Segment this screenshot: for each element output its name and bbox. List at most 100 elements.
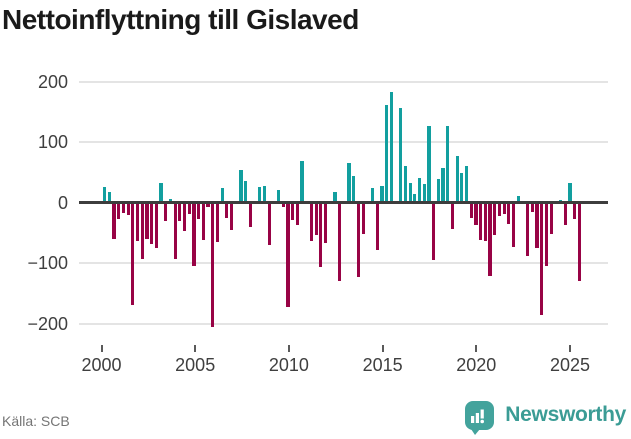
x-axis-tick-2015 xyxy=(381,345,384,352)
bar-2024Q4 xyxy=(568,183,572,203)
gridline-−200 xyxy=(79,322,608,325)
bar-2001Q4 xyxy=(135,202,140,241)
bar-2025Q2 xyxy=(577,202,581,282)
bar-2003Q2 xyxy=(164,202,168,221)
bar-2023Q3 xyxy=(544,202,549,267)
bar-2019Q3 xyxy=(469,202,473,218)
bar-2009Q2 xyxy=(276,190,281,203)
gridline-100 xyxy=(79,141,608,143)
bar-2004Q2 xyxy=(182,202,187,231)
x-axis-tick-2010 xyxy=(287,345,290,352)
bar-2001Q2 xyxy=(126,202,130,215)
bar-2007Q2 xyxy=(239,169,243,203)
bar-2011Q2 xyxy=(314,202,318,236)
bar-2022Q3 xyxy=(526,202,530,257)
bar-2001Q3 xyxy=(131,202,135,306)
bar-2016Q4 xyxy=(417,177,422,203)
y-axis-label-−200: −200 xyxy=(27,313,68,334)
bar-2007Q4 xyxy=(248,202,252,228)
bar-2003Q3 xyxy=(168,199,173,203)
x-axis-label-2020: 2020 xyxy=(456,355,497,375)
y-axis-label-100: 100 xyxy=(37,132,68,152)
bar-2009Q4 xyxy=(286,202,290,307)
bar-2017Q3 xyxy=(432,202,436,260)
bar-2023Q1 xyxy=(535,202,539,248)
bar-2004Q4 xyxy=(192,202,196,267)
x-axis-label-2025: 2025 xyxy=(549,355,591,375)
bar-2017Q4 xyxy=(436,178,440,203)
bar-2018Q1 xyxy=(441,168,445,203)
bar-2008Q4 xyxy=(267,202,271,246)
gridline-200 xyxy=(79,80,608,83)
bar-2025Q1 xyxy=(573,202,577,219)
bar-2011Q4 xyxy=(323,202,328,244)
bar-2011Q1 xyxy=(309,202,314,241)
x-axis-tick-2000 xyxy=(100,345,103,352)
bar-2022Q1 xyxy=(516,195,520,203)
bar-2000Q1 xyxy=(103,187,107,203)
y-axis-label-200: 200 xyxy=(37,71,68,92)
bar-2010Q3 xyxy=(300,161,304,203)
bar-2006Q1 xyxy=(215,202,220,242)
bar-2015Q4 xyxy=(399,107,403,203)
bar-2018Q3 xyxy=(450,202,455,229)
bar-2023Q4 xyxy=(549,202,553,234)
y-axis-label-0: 0 xyxy=(57,192,68,213)
bar-2017Q2 xyxy=(427,125,431,203)
x-axis-label-2010: 2010 xyxy=(268,355,309,375)
zero-axis-line xyxy=(79,201,608,204)
bar-2012Q3 xyxy=(338,202,342,281)
bar-2020Q1 xyxy=(479,202,483,240)
bar-2024Q3 xyxy=(563,202,567,225)
x-axis-label-2000: 2000 xyxy=(81,355,122,375)
bar-2004Q3 xyxy=(187,202,191,214)
bar-2014Q4 xyxy=(380,185,384,203)
bar-2004Q1 xyxy=(178,202,182,221)
bar-2019Q2 xyxy=(464,165,469,203)
bar-2003Q1 xyxy=(159,182,163,203)
bar-2020Q2 xyxy=(483,202,487,241)
bar-2003Q4 xyxy=(173,202,177,259)
bar-2019Q1 xyxy=(460,173,464,203)
bar-2016Q1 xyxy=(403,165,408,203)
newsworthy-logo[interactable]: Newsworthy xyxy=(465,398,626,435)
bar-2021Q1 xyxy=(497,202,502,217)
bar-2000Q3 xyxy=(112,202,116,239)
bar-2008Q2 xyxy=(258,187,262,203)
bar-2021Q4 xyxy=(511,202,516,247)
bar-2002Q4 xyxy=(154,202,158,249)
bar-2005Q1 xyxy=(197,202,201,219)
bar-chart-speech-bubble-icon xyxy=(465,400,495,435)
bar-2013Q3 xyxy=(356,202,361,277)
y-axis-label-−100: −100 xyxy=(27,253,68,273)
bar-2017Q1 xyxy=(422,184,426,203)
bar-2012Q2 xyxy=(333,192,337,203)
source-caption: Källa: SCB xyxy=(2,413,70,429)
bar-2002Q3 xyxy=(150,202,154,244)
bar-2015Q2 xyxy=(389,92,393,203)
bar-2021Q3 xyxy=(507,202,511,225)
speech-bubble-tail xyxy=(471,428,481,435)
bar-2013Q2 xyxy=(352,176,356,203)
bar-2023Q2 xyxy=(540,202,544,316)
bar-2000Q4 xyxy=(117,202,121,220)
bar-2019Q4 xyxy=(474,202,478,226)
bar-2020Q4 xyxy=(493,202,497,236)
bar-2018Q2 xyxy=(446,125,450,203)
bar-2010Q2 xyxy=(295,202,299,225)
bar-2008Q3 xyxy=(262,186,267,203)
x-axis-tick-2020 xyxy=(475,345,478,352)
x-axis-label-2005: 2005 xyxy=(175,355,216,375)
page-title: Nettoinflyttning till Gislaved xyxy=(2,4,359,35)
bar-2022Q4 xyxy=(530,202,534,212)
bar-2007Q3 xyxy=(244,181,248,203)
bar-2013Q4 xyxy=(361,202,365,234)
bar-2016Q2 xyxy=(408,182,412,203)
bar-2005Q3 xyxy=(206,202,210,208)
bar-2005Q2 xyxy=(201,202,205,240)
bar-2013Q1 xyxy=(347,163,351,203)
bar-2006Q3 xyxy=(225,202,229,218)
bar-2011Q3 xyxy=(319,202,323,268)
